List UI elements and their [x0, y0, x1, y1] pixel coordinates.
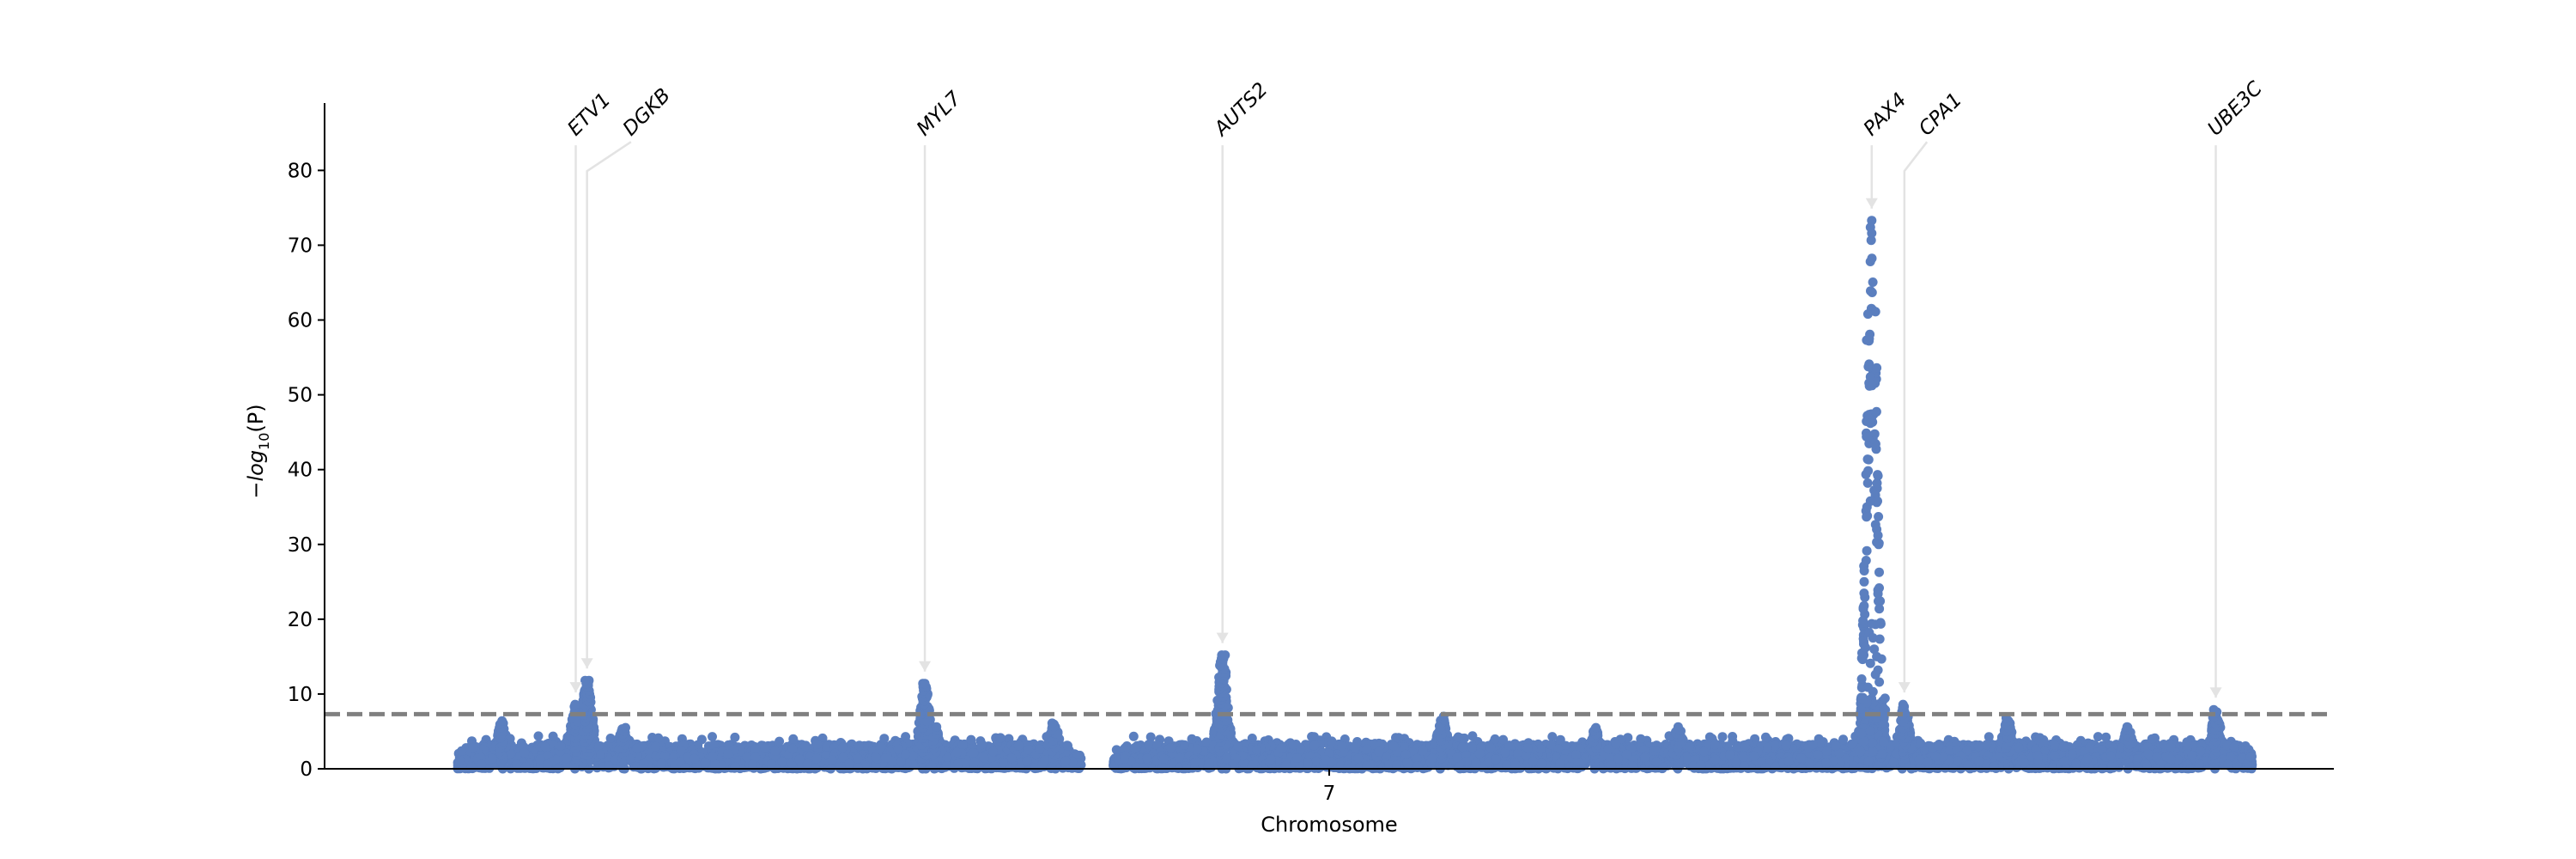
data-point [512, 759, 522, 769]
data-point [750, 744, 761, 754]
data-point [1006, 753, 1017, 764]
data-point [775, 736, 785, 746]
data-point [466, 762, 477, 772]
data-point [632, 743, 642, 753]
data-point [1013, 740, 1024, 751]
data-point [827, 755, 837, 765]
data-point [802, 758, 812, 769]
data-point [650, 741, 660, 752]
data-point [787, 743, 798, 753]
data-point [730, 732, 740, 742]
data-point [880, 753, 890, 763]
data-point [708, 732, 717, 742]
data-point [596, 749, 605, 759]
data-point [656, 758, 666, 769]
data-point [953, 758, 963, 769]
data-point [1547, 732, 1558, 742]
data-point [979, 752, 989, 763]
data-point [1874, 567, 1884, 577]
data-point [766, 759, 776, 770]
data-point [723, 749, 733, 758]
data-point [457, 746, 467, 756]
data-point [680, 763, 690, 773]
data-point [1022, 756, 1032, 766]
data-point [770, 746, 781, 756]
data-point [777, 757, 787, 767]
data-point [908, 751, 919, 761]
data-point [901, 749, 911, 759]
data-point [556, 741, 566, 752]
data-point [548, 731, 558, 741]
data-point [800, 741, 811, 752]
data-point [488, 753, 498, 764]
data-point [605, 734, 616, 743]
data-point [969, 757, 980, 767]
data-point [676, 746, 686, 756]
data-point [700, 758, 710, 768]
data-point [837, 742, 848, 752]
data-point [533, 731, 544, 741]
data-point [540, 742, 550, 752]
data-point [455, 756, 465, 766]
data-point [871, 752, 881, 762]
data-point [543, 759, 553, 770]
data-point [653, 733, 664, 743]
data-point [812, 739, 823, 749]
data-point [951, 747, 962, 758]
data-point [1062, 740, 1072, 751]
data-point [788, 734, 799, 744]
data-point [730, 762, 740, 772]
data-point [969, 748, 979, 758]
data-point [853, 753, 863, 764]
data-point [760, 743, 770, 753]
data-point [977, 740, 987, 750]
data-point [477, 759, 487, 770]
data-point [690, 753, 700, 764]
data-point [1024, 745, 1034, 755]
data-point [811, 753, 822, 764]
data-point [988, 746, 998, 757]
data-point [854, 740, 865, 751]
data-point [995, 733, 1005, 743]
data-point [1035, 744, 1045, 754]
data-point [794, 754, 805, 765]
data-point [1040, 755, 1050, 765]
data-point [468, 742, 478, 752]
data-point [844, 758, 854, 769]
data-point [519, 747, 530, 758]
data-point [520, 762, 531, 771]
data-point [879, 734, 890, 744]
data-points [453, 216, 2257, 774]
data-point [966, 734, 976, 745]
data-point [1060, 756, 1071, 766]
